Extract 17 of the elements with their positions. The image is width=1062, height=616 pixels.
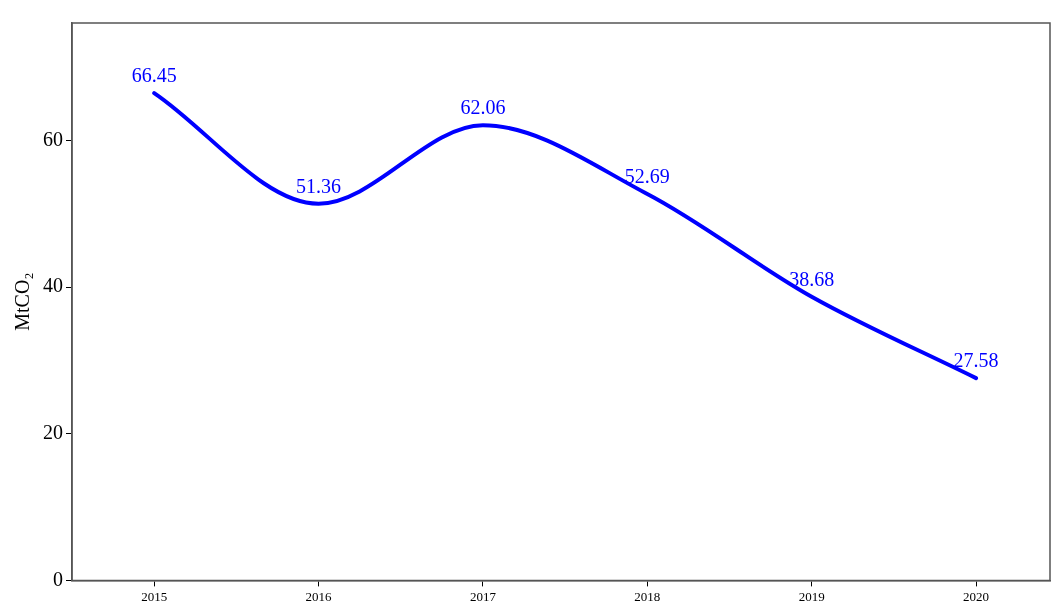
data-label: 27.58 [953, 349, 999, 372]
y-tick-label: 0 [53, 567, 63, 590]
x-tick-label: 2020 [963, 588, 990, 604]
x-tick-label: 2017 [469, 588, 497, 604]
x-tick-label: 2018 [634, 588, 661, 604]
y-tick-label: 20 [43, 420, 63, 443]
data-label: 66.45 [131, 64, 177, 87]
y-tick-label: 60 [43, 127, 63, 150]
y-axis-title: MtCO₂ [11, 272, 34, 331]
x-tick-label: 2016 [305, 588, 333, 604]
data-label: 52.69 [624, 165, 670, 188]
data-label: 38.68 [789, 267, 835, 290]
x-tick-label: 2019 [798, 588, 825, 604]
data-label: 62.06 [460, 96, 506, 119]
y-tick-label: 40 [43, 274, 63, 297]
x-tick-label: 2015 [141, 588, 168, 604]
data-label: 51.36 [296, 174, 342, 197]
